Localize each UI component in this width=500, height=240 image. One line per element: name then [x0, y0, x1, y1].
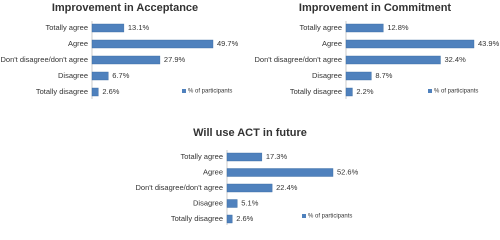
bar: [226, 168, 334, 177]
bar: [345, 71, 372, 81]
category-label: Totally agree: [180, 152, 223, 161]
legend-label: % of participants: [188, 89, 232, 95]
category-label: Don't disagree/don't agree: [0, 55, 88, 64]
category-label: Totally disagree: [290, 87, 342, 96]
bar: [226, 214, 233, 224]
value-label: 6.7%: [112, 71, 129, 80]
value-label: 2.6%: [236, 214, 253, 223]
value-label: 2.2%: [356, 87, 373, 96]
category-label: Totally agree: [45, 23, 88, 32]
chart-title: Improvement in Acceptance: [52, 2, 198, 14]
value-label: 2.6%: [102, 87, 119, 96]
legend-label: % of participants: [308, 214, 352, 220]
bar: [91, 71, 109, 81]
bar: [345, 55, 441, 65]
category-label: Totally agree: [299, 23, 342, 32]
value-label: 8.7%: [375, 71, 392, 80]
value-label: 12.8%: [387, 23, 409, 32]
bar: [226, 183, 273, 193]
value-label: 27.9%: [164, 55, 186, 64]
category-label: Don't disagree/don't agree: [254, 55, 342, 64]
category-label: Disagree: [312, 71, 342, 80]
value-label: 22.4%: [276, 183, 298, 192]
category-label: Totally disagree: [171, 214, 223, 223]
bar: [91, 39, 214, 49]
category-label: Disagree: [193, 198, 223, 207]
value-label: 17.3%: [266, 152, 288, 161]
bar: [345, 23, 384, 33]
bar: [91, 87, 99, 97]
bar: [226, 199, 238, 208]
chart-title: Improvement in Commitment: [299, 2, 452, 14]
legend-swatch: [182, 89, 186, 93]
figure: Improvement in Acceptance Totally agree 13…: [0, 2, 500, 225]
category-label: Disagree: [58, 71, 88, 80]
value-label: 49.7%: [217, 39, 239, 48]
category-label: Totally disagree: [36, 87, 88, 96]
bar: [345, 87, 353, 97]
bar: [226, 152, 263, 162]
bar: [91, 23, 125, 33]
legend-label: % of participants: [434, 89, 478, 95]
value-label: 43.9%: [478, 39, 500, 48]
value-label: 5.1%: [241, 198, 258, 207]
chart-title: Will use ACT in future: [193, 127, 307, 139]
value-label: 32.4%: [444, 55, 466, 64]
category-label: Agree: [322, 39, 342, 48]
category-label: Agree: [203, 167, 223, 176]
legend-swatch: [428, 89, 432, 93]
bar: [345, 39, 475, 49]
value-label: 52.6%: [337, 167, 359, 176]
legend-swatch: [302, 214, 306, 218]
category-label: Don't disagree/don't agree: [135, 183, 223, 192]
category-label: Agree: [68, 39, 88, 48]
bar: [91, 55, 161, 65]
value-label: 13.1%: [128, 23, 150, 32]
